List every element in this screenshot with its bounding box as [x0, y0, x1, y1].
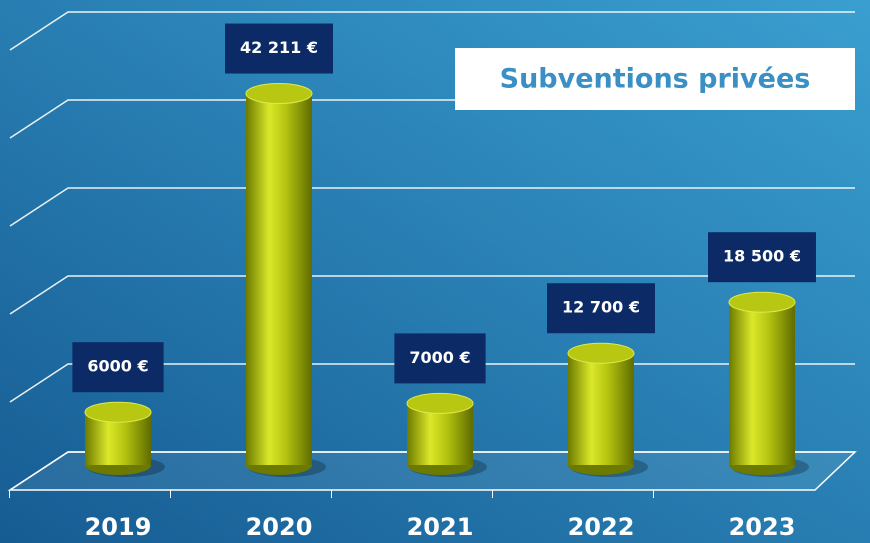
- bar: [246, 93, 312, 465]
- grid-line: [9, 11, 855, 51]
- bar-top: [567, 342, 635, 364]
- data-label: 18 500 €: [723, 247, 801, 266]
- data-label: 42 211 €: [240, 38, 318, 57]
- x-tick-label: 2023: [729, 513, 796, 541]
- x-tick-label: 2021: [407, 513, 474, 541]
- x-tick-label: 2020: [246, 513, 313, 541]
- data-label-box: [225, 23, 333, 74]
- x-tick-label: 2019: [85, 513, 152, 541]
- grid-line: [9, 187, 855, 227]
- bar: [568, 353, 634, 465]
- data-label-box: [547, 283, 655, 334]
- x-tick-label: 2022: [568, 513, 635, 541]
- data-label-box: [394, 333, 486, 384]
- bar-top: [245, 83, 313, 105]
- data-label-box: [72, 342, 164, 393]
- data-label: 6000 €: [87, 357, 148, 376]
- title-box: [455, 48, 855, 110]
- grid-line: [9, 275, 855, 315]
- bar-top: [406, 392, 474, 414]
- data-label: 12 700 €: [562, 298, 640, 317]
- data-label-box: [708, 232, 816, 283]
- bar: [729, 302, 795, 465]
- data-label: 7000 €: [409, 348, 470, 367]
- plot-area: 2019 6000 € 2020 42 211 € 2021 7000 € 2022 12 7…: [7, 11, 857, 541]
- chart-title: Subventions privées: [500, 64, 811, 95]
- bar-top: [728, 291, 796, 313]
- bar-top: [84, 401, 152, 423]
